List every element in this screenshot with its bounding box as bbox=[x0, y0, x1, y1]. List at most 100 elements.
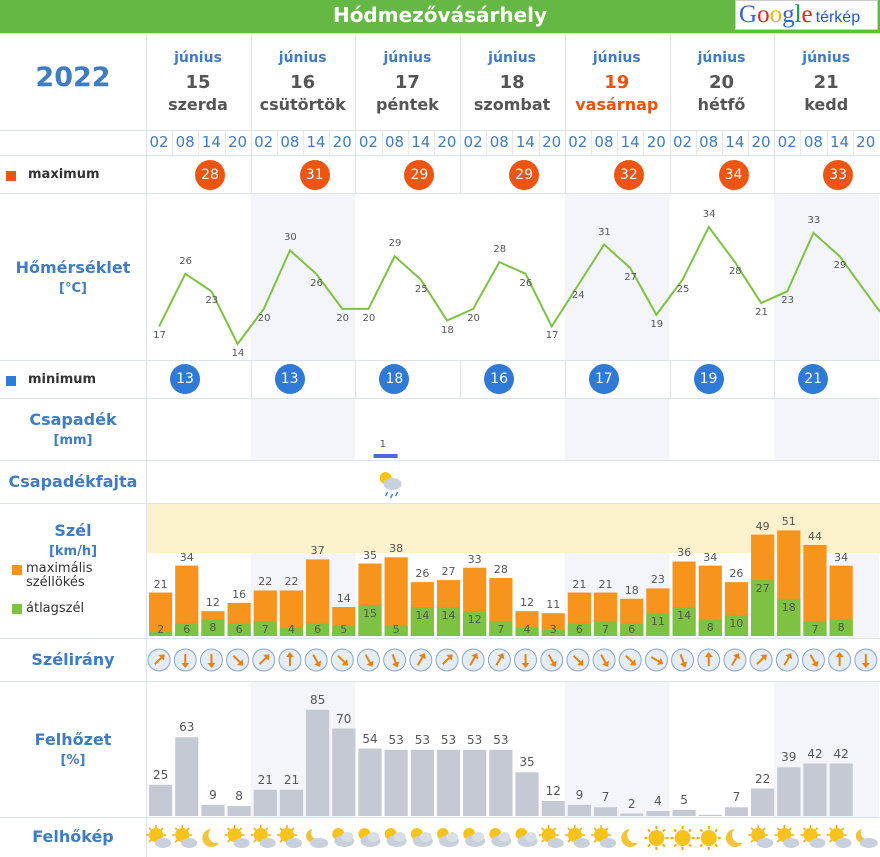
cloud-bar bbox=[384, 749, 408, 816]
wind-direction-icon bbox=[514, 648, 538, 672]
wind-avg-bar bbox=[515, 627, 539, 636]
wind-avg-label: 8 bbox=[837, 621, 845, 635]
wind-avg-label: 3 bbox=[549, 623, 557, 636]
sun-icon bbox=[644, 826, 669, 850]
wind-avg-bar bbox=[829, 619, 853, 636]
wind-gust-label: 22 bbox=[284, 575, 299, 589]
cloudy-moon-icon bbox=[306, 827, 329, 848]
max-temp-badge: 28 bbox=[195, 160, 225, 190]
precip-bar bbox=[373, 454, 398, 458]
day-band bbox=[564, 681, 670, 817]
cloudy-icon bbox=[515, 828, 538, 847]
temperature-point-label: 25 bbox=[676, 283, 690, 295]
sun-icon bbox=[670, 826, 695, 850]
day-header: június 18 szombat bbox=[460, 50, 564, 114]
wind-gust-label: 44 bbox=[807, 529, 822, 543]
cloud-bar bbox=[541, 801, 565, 816]
temperature-point-label: 31 bbox=[598, 226, 611, 238]
wind-direction-icon bbox=[173, 648, 197, 672]
cloudy-icon bbox=[437, 828, 460, 847]
cloud-bar bbox=[620, 813, 644, 816]
map-link-label: térkép bbox=[815, 9, 861, 26]
google-map-link[interactable]: Google térkép bbox=[735, 0, 878, 30]
temperature-point-label: 25 bbox=[414, 283, 428, 295]
wind-avg-label: 14 bbox=[415, 609, 430, 623]
max-temp-badge: 33 bbox=[823, 160, 854, 190]
temperature-label: Hőmérséklet [°C] bbox=[15, 258, 131, 296]
wind-direction-icon bbox=[356, 648, 380, 672]
cloud-label: Felhőzet [%] bbox=[34, 730, 112, 768]
cloud-bar bbox=[829, 763, 853, 816]
temperature-point-label: 26 bbox=[310, 277, 323, 289]
gust-swatch-icon bbox=[12, 565, 22, 575]
hour-label: 20 bbox=[542, 133, 562, 151]
day-header: június 19 vasárnap bbox=[565, 50, 669, 114]
cloudy-icon bbox=[410, 828, 433, 847]
wind-gust-label: 12 bbox=[205, 596, 220, 610]
day-band bbox=[774, 193, 879, 360]
cloud-value-label: 53 bbox=[388, 732, 404, 747]
wind-avg-label: 4 bbox=[523, 623, 531, 636]
cloud-value-label: 39 bbox=[781, 750, 797, 765]
cloud-bar bbox=[698, 814, 722, 816]
wind-direction-icon bbox=[592, 648, 616, 672]
wind-avg-label: 6 bbox=[314, 623, 322, 636]
cloud-value-label: 53 bbox=[467, 732, 483, 747]
wind-direction-icon bbox=[854, 648, 878, 672]
wind-avg-bar bbox=[567, 623, 591, 636]
day-header: június 15 szerda bbox=[146, 50, 250, 114]
cloud-value-label: 9 bbox=[575, 787, 584, 802]
wind-gust-label: 11 bbox=[546, 598, 561, 612]
year-label: 2022 bbox=[35, 62, 111, 93]
wind-avg-bar bbox=[593, 621, 618, 636]
wind-gust-label: 36 bbox=[677, 546, 692, 560]
cloud-value-label: 21 bbox=[257, 772, 273, 787]
min-temp-badge: 13 bbox=[170, 364, 200, 394]
precip-label: Csapadék [mm] bbox=[29, 410, 117, 448]
wind-gust-label: 28 bbox=[493, 563, 508, 577]
hour-label: 14 bbox=[306, 133, 326, 151]
cloud-value-label: 53 bbox=[493, 732, 509, 747]
precip-type-label: Csapadékfajta bbox=[8, 472, 138, 491]
wind-avg-bar bbox=[541, 629, 565, 636]
day-weekday: kedd bbox=[804, 95, 849, 114]
wind-gust-bar bbox=[306, 559, 330, 636]
wind-gust-bar bbox=[384, 557, 408, 636]
hour-label: 02 bbox=[358, 133, 378, 151]
wind-direction-icon bbox=[226, 648, 250, 672]
wind-avg-bar bbox=[332, 625, 356, 636]
cloud-value-label: 9 bbox=[209, 787, 217, 802]
cloud-bar bbox=[306, 709, 330, 816]
hour-label: 02 bbox=[568, 133, 588, 151]
wind-gust-label: 34 bbox=[703, 550, 718, 564]
cloud-bar bbox=[358, 748, 382, 816]
day-month: június bbox=[802, 50, 851, 66]
wind-avg-label: 6 bbox=[628, 623, 636, 636]
temperature-point-label: 30 bbox=[283, 232, 297, 244]
cloud-bar bbox=[489, 749, 513, 816]
hour-label: 20 bbox=[856, 133, 876, 151]
min-temp-badge: 17 bbox=[588, 364, 619, 394]
partly-sunny-icon bbox=[146, 825, 172, 848]
rain-shower-icon bbox=[379, 472, 402, 499]
google-logo: Google bbox=[739, 1, 813, 28]
wind-gust-label: 34 bbox=[179, 550, 194, 564]
day-header: június 16 csütörtök bbox=[251, 50, 355, 114]
wind-gust-label: 23 bbox=[650, 573, 665, 587]
hour-label: 14 bbox=[830, 133, 850, 151]
day-month: június bbox=[592, 50, 641, 66]
wind-label: Szél [km/h] bbox=[48, 521, 98, 559]
wind-avg-label: 27 bbox=[755, 582, 770, 596]
hour-label: 08 bbox=[175, 133, 195, 151]
cloud-value-label: 85 bbox=[309, 692, 326, 707]
min-label: minimum bbox=[0, 372, 146, 387]
temperature-point-label: 23 bbox=[205, 295, 219, 307]
day-weekday: péntek bbox=[375, 95, 439, 114]
cloud-value-label: 21 bbox=[283, 772, 300, 787]
cloud-bar bbox=[646, 811, 670, 816]
hour-label: 08 bbox=[594, 133, 614, 151]
wind-avg-bar bbox=[358, 604, 382, 636]
cloud-value-label: 54 bbox=[362, 731, 378, 746]
day-band bbox=[774, 398, 879, 460]
wind-avg-bar bbox=[698, 619, 722, 636]
